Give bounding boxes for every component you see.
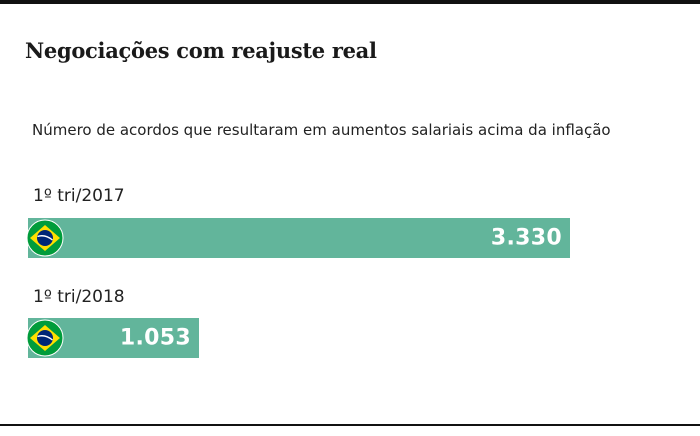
brazil-flag-icon bbox=[26, 219, 64, 257]
top-rule bbox=[0, 0, 700, 4]
bar-track-2017: 3.330 bbox=[26, 218, 570, 258]
category-label-2018: 1º tri/2018 bbox=[33, 287, 125, 307]
brazil-flag-icon bbox=[26, 319, 64, 357]
bar-value-label-2018: 1.053 bbox=[119, 325, 191, 351]
chart-subtitle: Número de acordos que resultaram em aume… bbox=[32, 121, 611, 139]
bar-value-label-2017: 3.330 bbox=[490, 225, 562, 251]
bottom-rule bbox=[0, 424, 700, 426]
chart-title: Negociações com reajuste real bbox=[25, 38, 377, 63]
category-label-2017: 1º tri/2017 bbox=[33, 186, 125, 206]
bar-track-2018: 1.053 bbox=[26, 318, 570, 358]
bar-2017: 3.330 bbox=[28, 218, 570, 258]
